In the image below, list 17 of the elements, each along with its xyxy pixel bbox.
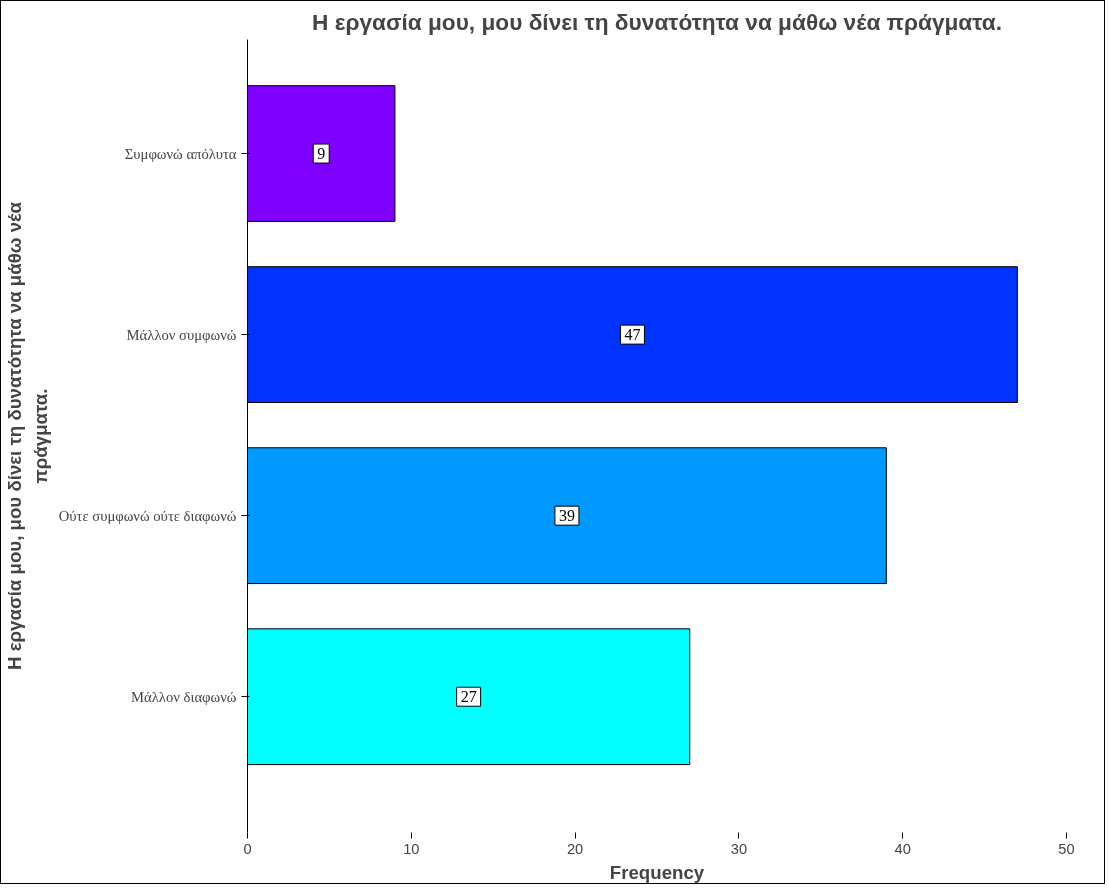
data-label: 9 <box>317 145 326 163</box>
data-label: 27 <box>460 688 477 706</box>
x-tick-label: 40 <box>894 840 911 857</box>
y-tick-label: Ούτε συμφωνώ ούτε διαφωνώ <box>58 507 237 524</box>
y-axis-title: Η εργασία μου, μου δίνει τη δυνατότητα να μάθω νέα πράγματα. <box>4 201 51 670</box>
data-label: 47 <box>624 326 641 344</box>
x-tick-label: 10 <box>403 840 420 857</box>
data-label: 39 <box>558 507 575 525</box>
x-axis-title: Frequency <box>609 861 705 883</box>
y-tick-label: Μάλλον διαφωνώ <box>131 688 237 705</box>
x-tick-label: 30 <box>730 840 748 857</box>
y-tick-label: Μάλλον συμφωνώ <box>126 326 237 343</box>
x-tick-label: 0 <box>243 840 252 857</box>
y-tick-label: Συμφωνώ απόλυτα <box>124 145 237 162</box>
x-tick-label: 20 <box>566 840 584 857</box>
chart-title: Η εργασία μου, μου δίνει τη δυνατότητα να μάθω νέα πράγματα. <box>312 8 1002 35</box>
x-tick-label: 50 <box>1058 840 1075 857</box>
